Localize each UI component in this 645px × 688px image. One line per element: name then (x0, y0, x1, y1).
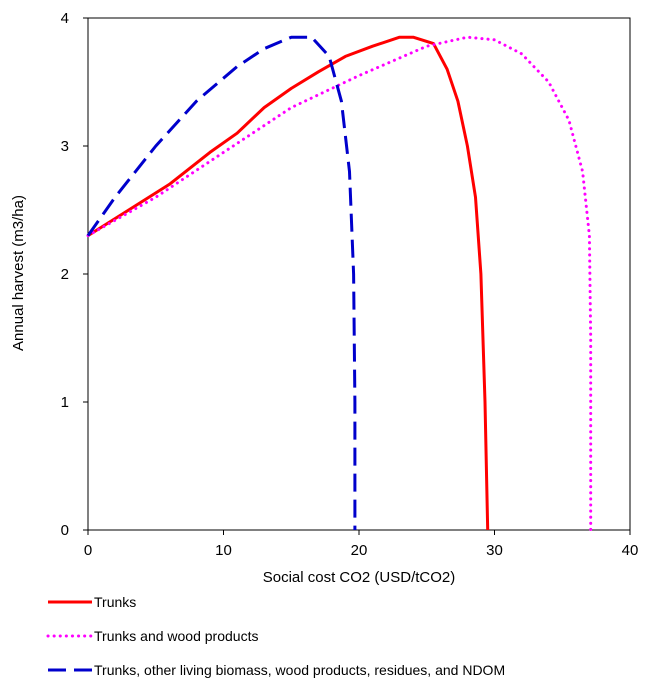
y-axis-ticks: 0 1 2 3 4 (61, 10, 88, 539)
plot-area (87, 17, 631, 531)
y-tick-label: 0 (61, 522, 69, 539)
x-tick-label: 10 (215, 542, 232, 559)
legend-label: Trunks, other living biomass, wood produ… (94, 662, 505, 678)
x-tick-label: 40 (622, 542, 639, 559)
x-tick-label: 20 (351, 542, 368, 559)
x-axis-ticks: 0 10 20 30 40 (84, 530, 639, 559)
series-line-1 (87, 35, 490, 531)
y-axis-title: Annual harvest (m3/ha) (10, 195, 27, 351)
legend: Trunks Trunks and wood products Trunks, ot… (46, 594, 505, 678)
legend-label: Trunks (94, 594, 136, 610)
series-line-2 (86, 35, 593, 532)
plot-border (87, 17, 631, 531)
series-line-3 (86, 35, 357, 530)
y-tick-label: 4 (61, 10, 69, 27)
x-tick-label: 30 (486, 542, 503, 559)
y-tick-label: 1 (61, 394, 69, 411)
y-tick-label: 3 (61, 138, 69, 155)
series-lines (86, 35, 593, 532)
x-axis-title: Social cost CO2 (USD/tCO2) (263, 569, 456, 586)
x-tick-label: 0 (84, 542, 92, 559)
y-tick-label: 2 (61, 266, 69, 283)
legend-label: Trunks and wood products (94, 628, 258, 644)
